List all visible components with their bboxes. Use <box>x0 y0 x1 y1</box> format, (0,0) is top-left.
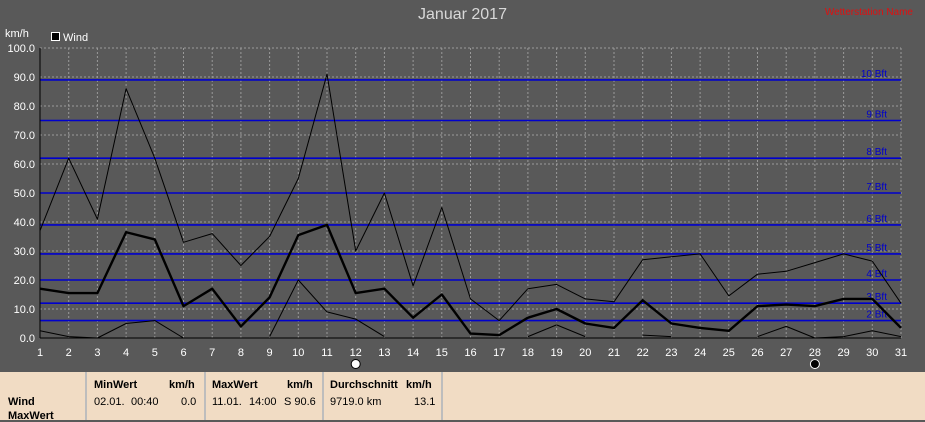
x-tick-label: 2 <box>66 347 72 359</box>
stats-footer: Wind MaxWert MinWert km/h 02.01. 00:40 0… <box>0 372 925 422</box>
y-tick-label: 30.0 <box>14 246 35 258</box>
station-watermark: Wetterstation Name <box>824 7 913 18</box>
x-tick-label: 26 <box>751 347 763 359</box>
x-tick-label: 12 <box>350 347 362 359</box>
x-tick-label: 3 <box>94 347 100 359</box>
x-tick-label: 25 <box>723 347 735 359</box>
avg-header: Durchschnitt <box>330 379 398 391</box>
series-line-2 <box>39 73 902 322</box>
series-line-1 <box>39 223 902 337</box>
x-tick-label: 15 <box>436 347 448 359</box>
beaufort-lines: 2 Bft 3 Bft 4 Bft 5 Bft 6 Bft 7 Bft 8 Bft 9 Bft… <box>40 69 901 322</box>
min-header: MinWert <box>94 379 138 391</box>
footer-min-cell: MinWert km/h 02.01. 00:40 0.0 <box>87 372 206 420</box>
series-line-3 <box>642 334 672 338</box>
y-tick-label: 60.0 <box>14 159 35 171</box>
x-tick-label: 9 <box>267 347 273 359</box>
moon-markers <box>350 359 820 369</box>
min-time: 00:40 <box>131 396 159 408</box>
x-tick-label: 4 <box>123 347 129 359</box>
footer-max-cell: MaxWert km/h 11.01. 14:00 S 90.6 <box>206 372 324 420</box>
x-tick-label: 22 <box>637 347 649 359</box>
x-tick-label: 20 <box>579 347 591 359</box>
x-tick-label: 19 <box>550 347 562 359</box>
beaufort-label: 4 Bft <box>866 269 887 280</box>
x-tick-label: 18 <box>522 347 534 359</box>
beaufort-label: 9 Bft <box>866 110 887 121</box>
footer-rowlabels: Wind MaxWert <box>0 372 87 422</box>
legend-swatch <box>51 32 60 41</box>
avg-unit: km/h <box>406 379 432 391</box>
y-tick-label: 70.0 <box>14 130 35 142</box>
row-label-maxwert: MaxWert <box>8 410 54 422</box>
x-tick-label: 21 <box>608 347 620 359</box>
series-line-3 <box>39 320 184 339</box>
beaufort-label: 8 Bft <box>866 147 887 158</box>
max-date: 11.01. <box>212 396 242 408</box>
y-tick-label: 0.0 <box>20 333 35 345</box>
y-axis-unit: km/h <box>5 28 29 40</box>
legend: Wind <box>51 32 88 44</box>
x-tick-label: 8 <box>238 347 244 359</box>
series-lines <box>39 73 902 339</box>
avg-value: 13.1 <box>414 396 436 408</box>
series-line-3 <box>527 324 586 338</box>
max-time: 14:00 <box>249 396 277 408</box>
legend-label: Wind <box>63 32 89 44</box>
x-tick-label: 24 <box>694 347 706 359</box>
x-tick-label: 27 <box>780 347 792 359</box>
wind-chart: 2 Bft 3 Bft 4 Bft 5 Bft 6 Bft 7 Bft 8 Bft 9 Bft… <box>7 43 907 369</box>
x-tick-label: 16 <box>464 347 476 359</box>
beaufort-label: 7 Bft <box>866 182 887 193</box>
series-line-3 <box>757 325 902 339</box>
x-tick-label: 31 <box>895 347 907 359</box>
x-tick-label: 30 <box>866 347 878 359</box>
min-unit: km/h <box>169 379 195 391</box>
y-tick-label: 80.0 <box>14 101 35 113</box>
y-tick-label: 40.0 <box>14 217 35 229</box>
x-tick-label: 23 <box>665 347 677 359</box>
chart-title: Januar 2017 <box>418 6 507 23</box>
beaufort-label: 10 Bft <box>861 69 887 80</box>
beaufort-label: 6 Bft <box>866 214 887 225</box>
beaufort-label: 5 Bft <box>866 243 887 254</box>
x-tick-label: 10 <box>292 347 304 359</box>
x-tick-label: 13 <box>378 347 390 359</box>
x-tick-label: 7 <box>209 347 215 359</box>
x-tick-label: 5 <box>152 347 158 359</box>
max-value: S 90.6 <box>284 396 316 408</box>
y-tick-label: 90.0 <box>14 72 35 84</box>
chart-axes: 0.0 10.0 20.0 30.0 40.0 50.0 60.0 70.0 80.0 90.0 1… <box>7 43 907 359</box>
footer-avg-cell: Durchschnitt km/h 9719.0 km 13.1 <box>324 372 443 420</box>
x-tick-label: 11 <box>321 347 332 359</box>
max-header: MaxWert <box>212 379 258 391</box>
y-tick-label: 50.0 <box>14 188 35 200</box>
x-tick-label: 17 <box>493 347 505 359</box>
min-date: 02.01. <box>94 396 125 408</box>
full-moon-icon <box>350 359 361 369</box>
y-tick-label: 100.0 <box>7 43 35 55</box>
x-tick-label: 28 <box>809 347 821 359</box>
x-tick-label: 1 <box>37 347 43 359</box>
max-unit: km/h <box>287 379 313 391</box>
avg-distance: 9719.0 km <box>330 396 382 408</box>
y-tick-label: 10.0 <box>14 304 35 316</box>
beaufort-label: 3 Bft <box>866 292 887 303</box>
y-tick-label: 20.0 <box>14 275 35 287</box>
series-line-3 <box>269 279 385 338</box>
new-moon-icon <box>809 359 820 369</box>
x-tick-label: 14 <box>407 347 419 359</box>
x-tick-label: 29 <box>837 347 849 359</box>
min-value: 0.0 <box>181 396 197 408</box>
beaufort-label: 2 Bft <box>866 310 887 321</box>
x-tick-label: 6 <box>180 347 186 359</box>
row-label-wind: Wind <box>8 396 35 408</box>
